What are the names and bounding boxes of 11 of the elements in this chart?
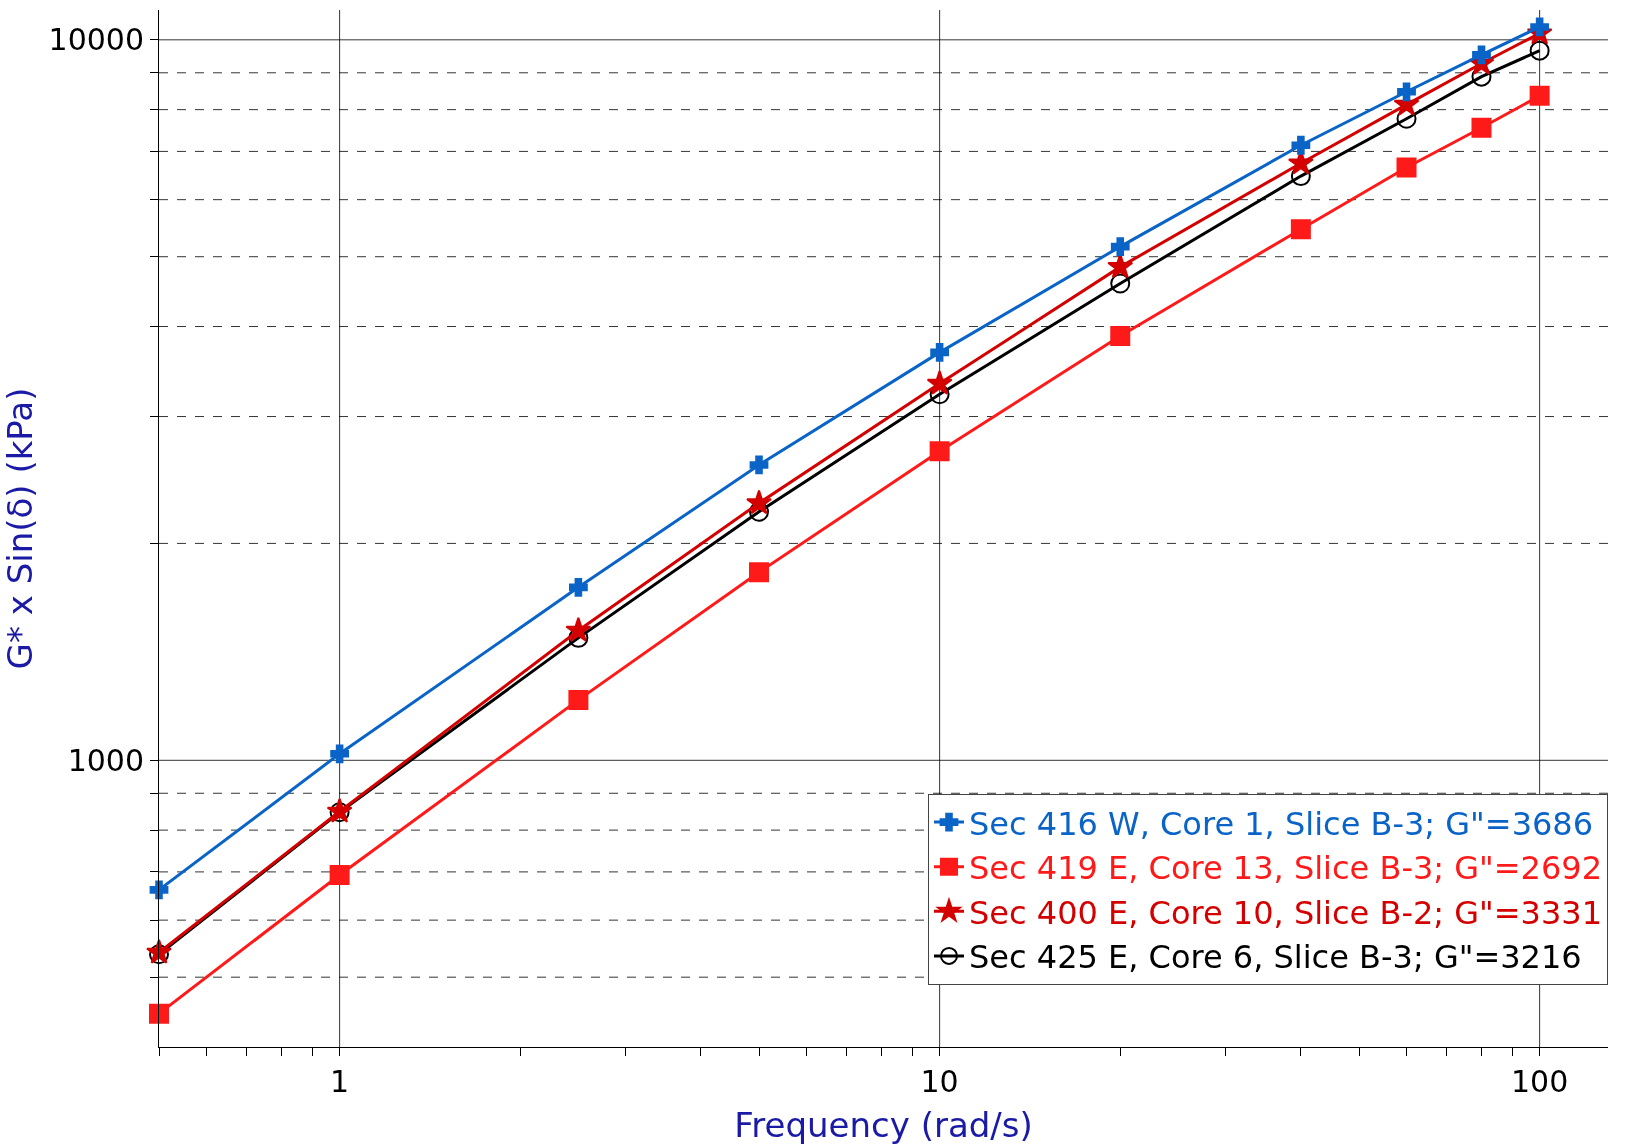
x-tick-label: 1 (330, 1064, 350, 1099)
y-tick-label: 1000 (67, 742, 144, 778)
y-axis-title: G* x Sin(δ) (kPa) (0, 387, 40, 670)
y-tick-label: 10000 (48, 22, 144, 58)
legend-label: Sec 400 E, Core 10, Slice B-2; G"=3331 (969, 893, 1602, 932)
legend-label: Sec 416 W, Core 1, Slice B-3; G"=3686 (969, 804, 1594, 843)
x-tick-label: 100 (1511, 1064, 1569, 1099)
x-tick-label: 10 (920, 1064, 959, 1099)
x-axis-title: Frequency (rad/s) (734, 1105, 1033, 1146)
legend-label: Sec 425 E, Core 6, Slice B-3; G"=3216 (969, 938, 1582, 977)
legend-label: Sec 419 E, Core 13, Slice B-3; G"=2692 (969, 849, 1602, 888)
